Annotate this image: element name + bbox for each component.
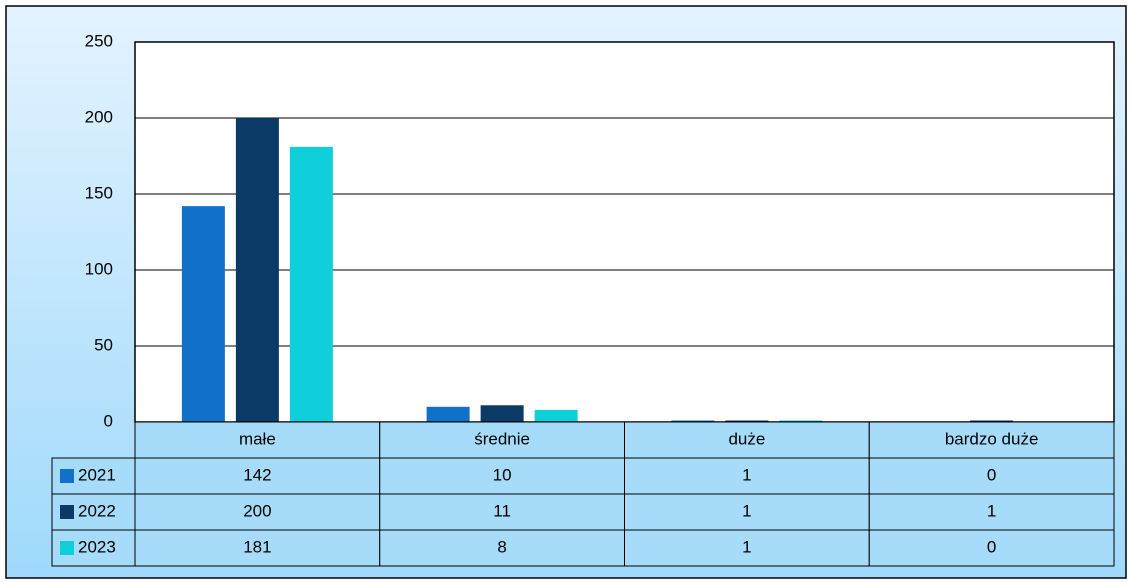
table-cell	[134, 529, 381, 567]
table-value: 8	[497, 537, 506, 556]
bar	[235, 118, 279, 422]
table-cell	[868, 493, 1115, 531]
bar	[480, 405, 524, 422]
legend-swatch	[60, 469, 74, 483]
y-tick-label: 0	[104, 411, 113, 430]
table-cell	[868, 529, 1115, 567]
table-cell	[624, 529, 870, 567]
table-cell	[379, 421, 625, 459]
table-cell	[624, 493, 870, 531]
table-value: 142	[243, 465, 271, 484]
table-value: 0	[987, 465, 996, 484]
table-value: 181	[243, 537, 271, 556]
table-value: 200	[243, 501, 271, 520]
bar	[779, 420, 823, 422]
table-cell	[868, 421, 1115, 459]
legend-swatch	[60, 541, 74, 555]
bar	[725, 420, 769, 422]
x-tick-label: małe	[239, 429, 276, 448]
bar	[534, 409, 578, 422]
y-tick-label: 50	[94, 335, 113, 354]
x-tick-label: duże	[728, 429, 765, 448]
y-tick-label: 200	[85, 107, 113, 126]
legend-label: 2021	[78, 465, 116, 484]
y-tick-label: 250	[85, 31, 113, 50]
table-cell	[134, 457, 381, 495]
y-tick-label: 150	[85, 183, 113, 202]
bar	[181, 206, 225, 422]
table-value: 10	[493, 465, 512, 484]
bar	[671, 420, 715, 422]
table-value: 1	[742, 501, 751, 520]
x-tick-label: bardzo duże	[945, 429, 1039, 448]
bar	[289, 146, 333, 422]
table-cell	[624, 457, 870, 495]
table-value: 11	[493, 501, 511, 520]
x-tick-label: średnie	[474, 429, 530, 448]
bar	[426, 406, 470, 422]
y-tick-label: 100	[85, 259, 113, 278]
table-value: 0	[987, 537, 996, 556]
table-cell	[379, 529, 625, 567]
table-value: 1	[742, 537, 751, 556]
plot-area	[135, 42, 1114, 422]
bar	[970, 420, 1014, 422]
table-value: 1	[742, 465, 751, 484]
legend-swatch	[60, 505, 74, 519]
legend-label: 2023	[78, 537, 116, 556]
legend-label: 2022	[78, 501, 116, 520]
table-cell	[379, 493, 625, 531]
table-value: 1	[987, 501, 996, 520]
